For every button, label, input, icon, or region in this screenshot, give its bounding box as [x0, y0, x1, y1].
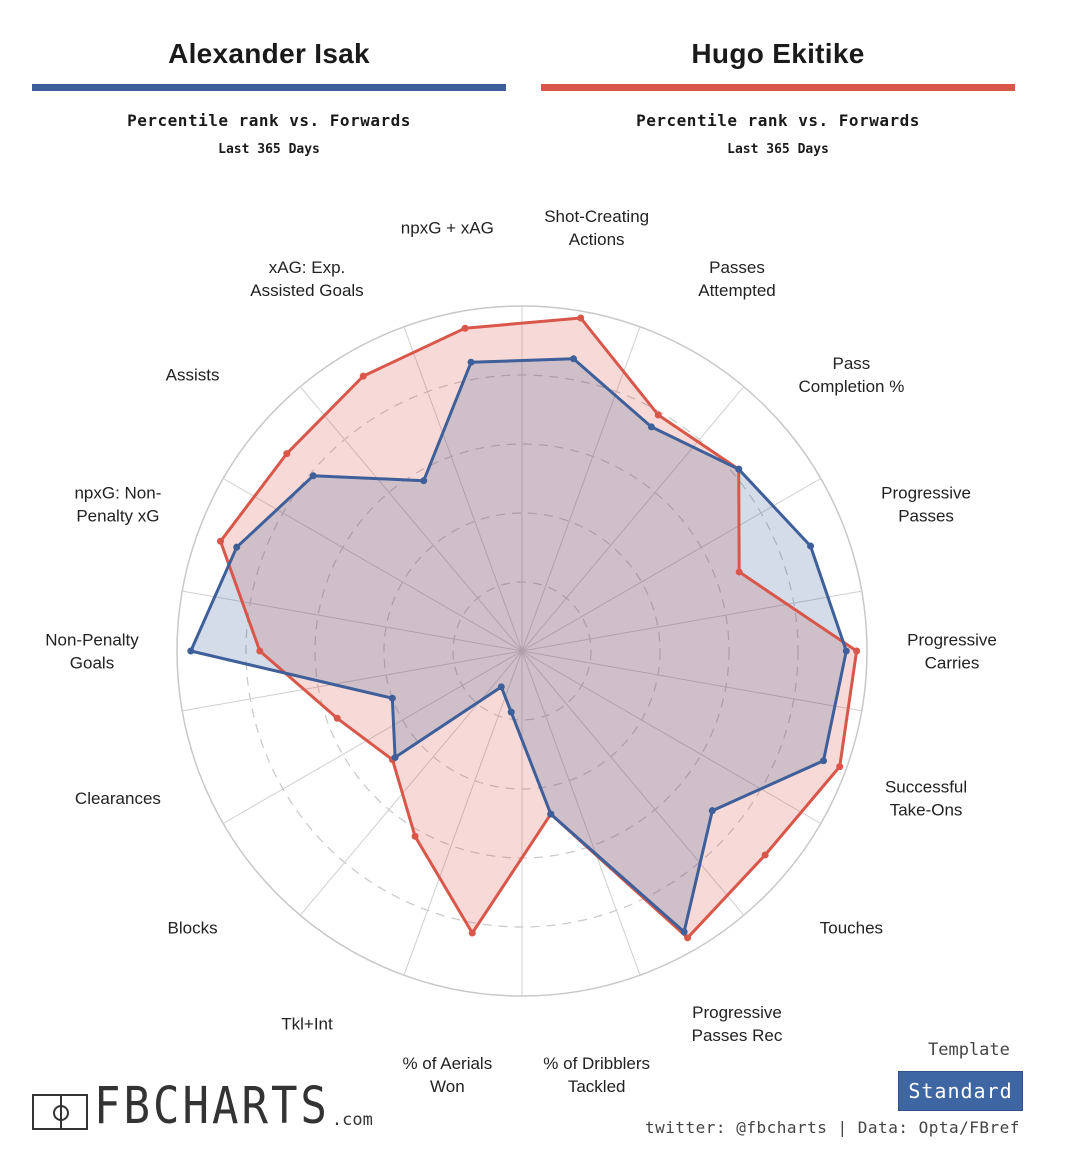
- axis-label: Successful Take-Ons: [885, 778, 967, 820]
- grid-spoke: [403, 326, 523, 652]
- fbcharts-logo: FBCHARTS .com: [32, 1081, 373, 1132]
- grid-spoke: [299, 386, 523, 652]
- data-point-alexander-isak: [187, 647, 195, 655]
- player-name-isak: Alexander Isak: [168, 38, 370, 69]
- data-point-alexander-isak: [233, 543, 241, 551]
- period-isak: Last 365 Days: [218, 142, 320, 157]
- grid-spoke: [521, 650, 862, 712]
- player-name-ekitike: Hugo Ekitike: [691, 38, 865, 69]
- axis-label: npxG + xAG: [401, 219, 494, 238]
- data-point-alexander-isak: [391, 753, 399, 761]
- axis-label: Non-Penalty Goals: [45, 631, 139, 673]
- template-label: Template: [928, 1040, 1010, 1060]
- grid-spoke: [521, 590, 862, 652]
- axis-label: % of Aerials Won: [402, 1054, 492, 1096]
- data-point-hugo-ekitike: [735, 568, 743, 576]
- data-point-hugo-ekitike: [256, 647, 264, 655]
- grid-spoke: [222, 478, 523, 652]
- data-point-hugo-ekitike: [283, 450, 291, 458]
- axis-label: Clearances: [75, 789, 161, 808]
- data-point-hugo-ekitike: [461, 324, 469, 332]
- grid-spoke: [222, 650, 523, 824]
- data-point-hugo-ekitike: [468, 929, 476, 937]
- grid-spoke: [182, 590, 523, 652]
- data-point-hugo-ekitike: [359, 372, 367, 380]
- axis-label: Tkl+Int: [281, 1014, 333, 1033]
- data-point-hugo-ekitike: [411, 832, 419, 840]
- series-area-alexander-isak: [190, 358, 847, 932]
- data-point-alexander-isak: [708, 807, 716, 815]
- grid-spoke: [403, 650, 523, 976]
- grid-spoke: [521, 386, 745, 652]
- brand-name: FBCHARTS: [94, 1077, 330, 1136]
- data-point-alexander-isak: [570, 355, 578, 363]
- axis-label: npxG: Non-Penalty xG: [74, 483, 161, 525]
- period-ekitike: Last 365 Days: [727, 142, 829, 157]
- data-point-hugo-ekitike: [216, 537, 224, 545]
- axis-label: Passes Attempted: [698, 258, 776, 300]
- grid-spoke: [521, 650, 822, 824]
- axis-label: Progressive Passes: [881, 483, 971, 525]
- axis-label: Shot-Creating Actions: [544, 207, 649, 249]
- grid-spoke: [521, 326, 641, 652]
- axis-label: Progressive Carries: [907, 631, 997, 673]
- data-point-alexander-isak: [647, 423, 655, 431]
- axis-label: xAG: Exp. Assisted Goals: [250, 258, 363, 300]
- subtitle-isak: Percentile rank vs. Forwards: [127, 111, 411, 130]
- player-header-isak: Alexander Isak Percentile rank vs. Forwa…: [32, 32, 506, 157]
- data-point-hugo-ekitike: [836, 763, 844, 771]
- player-color-bar-ekitike: [541, 84, 1015, 91]
- data-point-alexander-isak: [735, 465, 743, 473]
- axis-label: Blocks: [168, 918, 218, 937]
- grid-spoke: [299, 650, 523, 916]
- template-button[interactable]: Standard: [898, 1071, 1023, 1111]
- data-point-alexander-isak: [420, 477, 428, 485]
- axis-label: Assists: [166, 366, 220, 385]
- data-point-hugo-ekitike: [853, 647, 861, 655]
- grid-spoke: [182, 650, 523, 712]
- axis-label: Touches: [820, 918, 883, 937]
- data-point-hugo-ekitike: [684, 934, 692, 942]
- data-point-alexander-isak: [807, 542, 815, 550]
- data-point-alexander-isak: [467, 358, 475, 366]
- axis-label: Pass Completion %: [798, 354, 904, 396]
- header: Alexander Isak Percentile rank vs. Forwa…: [0, 0, 1071, 180]
- data-point-hugo-ekitike: [761, 851, 769, 859]
- axis-label: % of Dribblers Tackled: [543, 1054, 650, 1096]
- data-point-hugo-ekitike: [577, 314, 585, 322]
- series-area-hugo-ekitike: [220, 318, 857, 938]
- subtitle-ekitike: Percentile rank vs. Forwards: [636, 111, 920, 130]
- data-point-hugo-ekitike: [333, 714, 341, 722]
- player-color-bar-isak: [32, 84, 506, 91]
- data-point-alexander-isak: [680, 928, 688, 936]
- pitch-icon: [32, 1094, 88, 1130]
- data-point-alexander-isak: [547, 810, 555, 818]
- data-point-alexander-isak: [388, 694, 396, 702]
- axis-label: Progressive Passes Rec: [692, 1003, 783, 1045]
- data-point-alexander-isak: [497, 683, 505, 691]
- grid-spoke: [521, 478, 822, 652]
- data-point-hugo-ekitike: [654, 411, 662, 419]
- data-point-alexander-isak: [309, 472, 317, 480]
- data-point-alexander-isak: [842, 647, 850, 655]
- player-header-ekitike: Hugo Ekitike Percentile rank vs. Forward…: [541, 32, 1015, 157]
- brand-suffix: .com: [331, 1110, 373, 1130]
- grid-spoke: [521, 650, 745, 916]
- data-point-alexander-isak: [507, 708, 515, 716]
- credits: twitter: @fbcharts | Data: Opta/FBref: [645, 1118, 1020, 1137]
- grid-spoke: [521, 650, 641, 976]
- data-point-alexander-isak: [820, 757, 828, 765]
